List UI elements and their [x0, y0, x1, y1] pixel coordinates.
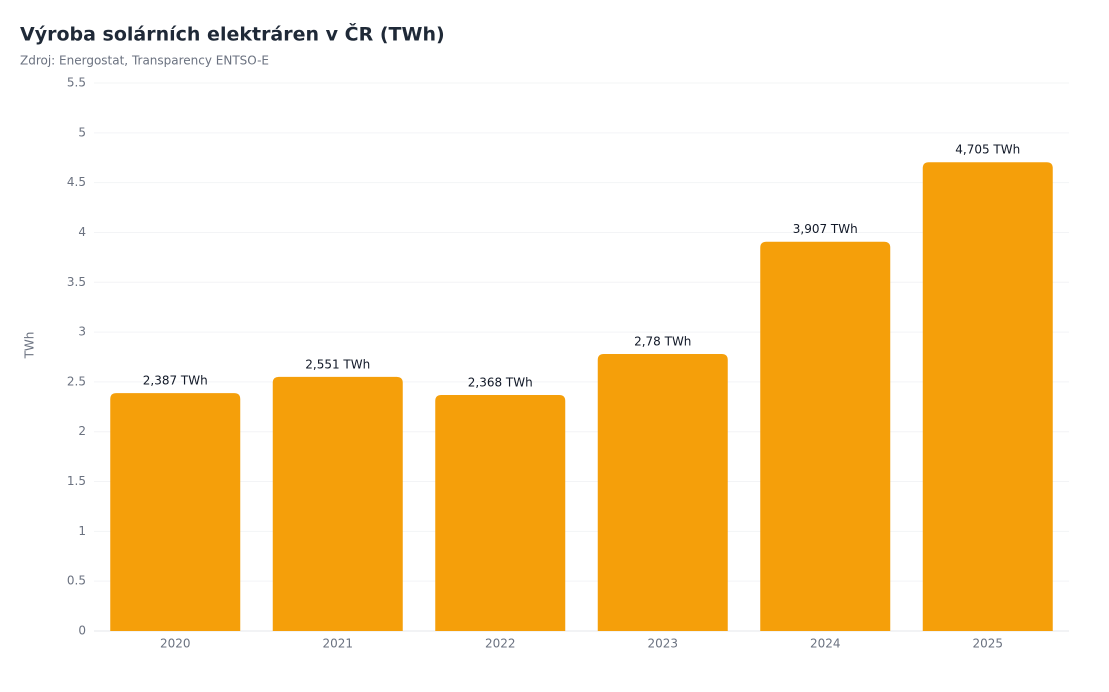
value-label: 4,705 TWh	[955, 143, 1020, 157]
y-tick-label: 0.5	[67, 574, 86, 588]
y-tick-label: 2	[78, 424, 86, 438]
y-tick-label: 3	[78, 325, 86, 339]
bar	[597, 354, 728, 631]
x-tick-label: 2023	[647, 637, 678, 651]
y-tick-label: 1.5	[67, 474, 86, 488]
chart-title: Výroba solárních elektráren v ČR (TWh)	[20, 22, 445, 46]
x-tick-label: 2024	[810, 637, 841, 651]
x-tick-label: 2021	[322, 637, 353, 651]
y-tick-label: 1	[78, 524, 86, 538]
value-label: 2,368 TWh	[468, 376, 533, 390]
y-tick-label: 4.5	[67, 175, 86, 189]
bar	[760, 241, 891, 631]
y-tick-label: 5.5	[67, 76, 86, 90]
y-tick-label: 3.5	[67, 275, 86, 289]
x-tick-label: 2020	[160, 637, 191, 651]
y-axis-label: TWh	[23, 332, 37, 360]
bar	[272, 376, 403, 631]
y-tick-label: 5	[78, 125, 86, 139]
value-label: 3,907 TWh	[793, 222, 858, 236]
y-tick-label: 0	[78, 624, 86, 638]
chart-subtitle: Zdroj: Energostat, Transparency ENTSO-E	[20, 54, 269, 68]
value-label: 2,78 TWh	[634, 335, 691, 349]
value-label: 2,551 TWh	[305, 357, 370, 371]
value-label: 2,387 TWh	[143, 374, 208, 388]
bar	[435, 395, 566, 631]
bar	[922, 162, 1053, 631]
x-tick-label: 2022	[485, 637, 516, 651]
x-tick-label: 2025	[972, 637, 1003, 651]
y-tick-label: 2.5	[67, 374, 86, 388]
y-tick-label: 4	[78, 225, 86, 239]
bar	[110, 393, 241, 631]
